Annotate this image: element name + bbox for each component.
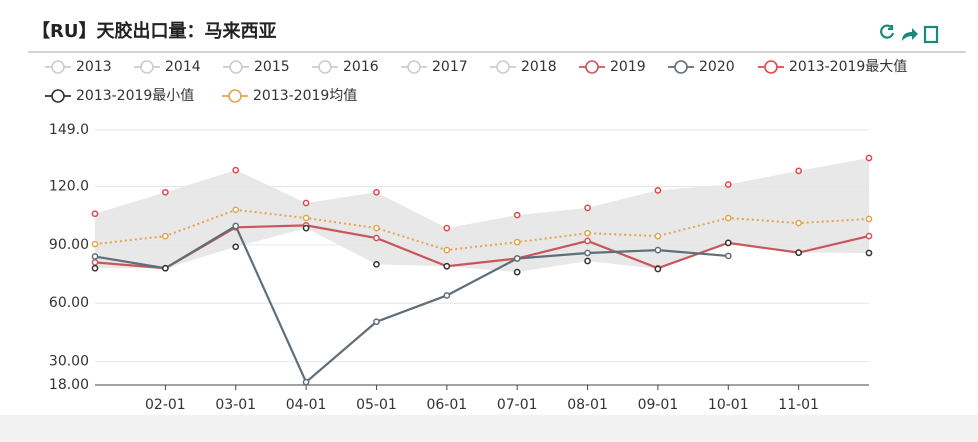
data-point — [373, 234, 380, 242]
data-point — [373, 224, 380, 232]
data-point — [584, 204, 591, 212]
y-tick-label: 120.0 — [49, 178, 89, 194]
data-point — [91, 259, 99, 266]
data-point — [513, 268, 521, 276]
legend-item: 2019 — [610, 59, 646, 75]
chart-title: 【RU】天胶出口量：马来西亚 — [32, 20, 276, 42]
legend-item: 2013-2019最小值 — [76, 88, 194, 104]
data-point — [232, 206, 240, 214]
data-point — [162, 188, 169, 196]
data-point — [654, 186, 662, 194]
y-tick-label: 60.00 — [49, 295, 89, 311]
legend-marker — [228, 89, 242, 103]
data-point — [302, 378, 310, 386]
legend-marker — [407, 60, 421, 74]
legend-marker — [51, 60, 65, 74]
x-tick-label: 05-01 — [356, 397, 397, 413]
data-point — [865, 249, 873, 257]
y-tick-label: 90.00 — [49, 237, 89, 253]
data-point — [373, 188, 380, 196]
image-icon[interactable] — [923, 25, 939, 44]
data-point — [654, 246, 662, 254]
data-point — [232, 222, 240, 230]
legend-item: 2020 — [699, 59, 735, 75]
data-point — [795, 249, 802, 256]
x-tick-label: 10-01 — [708, 397, 749, 413]
legend-marker — [51, 89, 65, 103]
data-point — [584, 237, 591, 245]
legend-item-inactive: 2017 — [432, 59, 468, 75]
data-point — [302, 214, 310, 222]
share-icon[interactable] — [902, 28, 918, 41]
legend-marker — [674, 60, 688, 74]
data-point — [865, 215, 873, 223]
data-point — [91, 264, 99, 272]
legend-item-inactive: 2016 — [343, 59, 379, 75]
y-tick-label: 149.0 — [49, 122, 89, 138]
data-point — [654, 232, 662, 240]
legend-marker — [140, 60, 154, 74]
data-point — [795, 219, 802, 227]
data-point — [795, 167, 802, 175]
data-point — [584, 229, 591, 237]
legend-item: 2013-2019均值 — [253, 88, 357, 104]
data-point — [513, 238, 521, 246]
data-point — [91, 253, 99, 260]
data-point — [724, 214, 732, 222]
refresh-icon[interactable] — [880, 24, 895, 39]
x-tick-label: 02-01 — [145, 397, 186, 413]
legend-marker — [764, 60, 778, 74]
series-line — [94, 208, 870, 252]
legend-marker — [318, 60, 332, 74]
data-point — [373, 260, 380, 268]
data-point — [373, 318, 380, 326]
x-tick-label: 11-01 — [778, 397, 819, 413]
data-point — [162, 232, 169, 240]
data-point — [654, 265, 662, 273]
range-band — [95, 158, 869, 273]
data-point — [584, 249, 591, 257]
x-tick-label: 03-01 — [215, 397, 256, 413]
data-point — [232, 166, 240, 174]
toolbar[interactable] — [880, 24, 939, 44]
x-tick-label: 06-01 — [426, 397, 467, 413]
legend-item-inactive: 2015 — [254, 59, 290, 75]
data-point — [513, 255, 521, 262]
data-point — [443, 246, 451, 254]
data-point — [91, 210, 99, 218]
legend-item-inactive: 2018 — [521, 59, 557, 75]
data-point — [443, 292, 451, 299]
legend-marker — [496, 60, 510, 74]
x-tick-label: 04-01 — [286, 397, 327, 413]
data-point — [302, 224, 310, 232]
data-point — [443, 262, 451, 270]
data-point — [865, 154, 873, 162]
data-point — [724, 181, 732, 188]
data-point — [584, 257, 591, 265]
y-tick-label: 30.00 — [49, 354, 89, 370]
data-point — [232, 243, 240, 251]
legend-item-inactive: 2014 — [165, 59, 201, 75]
y-tick-label: 18.00 — [49, 377, 89, 393]
data-point — [443, 224, 451, 232]
x-tick-label: 09-01 — [638, 397, 679, 413]
data-point — [724, 239, 732, 247]
legend-marker — [229, 60, 243, 74]
data-point — [162, 264, 169, 272]
legend-item: 2013-2019最大值 — [789, 59, 907, 75]
footer-strip — [0, 415, 978, 442]
x-tick-label: 08-01 — [567, 397, 608, 413]
legend-item-inactive: 2013 — [76, 59, 112, 75]
legend-marker — [585, 60, 599, 74]
data-point — [91, 240, 99, 248]
series-line — [94, 224, 729, 384]
data-point — [302, 199, 310, 207]
data-point — [865, 232, 873, 240]
data-point — [724, 252, 732, 260]
data-point — [513, 211, 521, 219]
x-tick-label: 07-01 — [497, 397, 538, 413]
